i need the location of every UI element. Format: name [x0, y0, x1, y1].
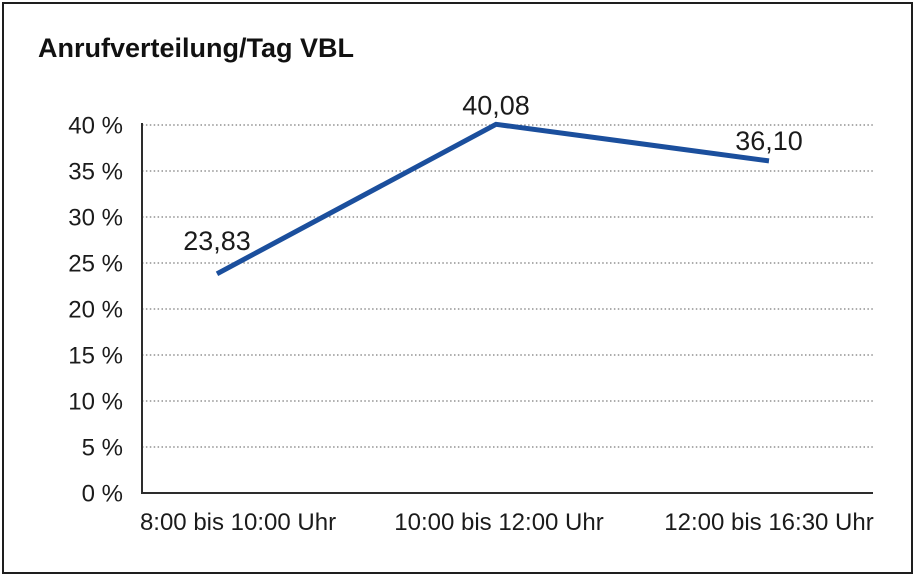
- data-label: 36,10: [735, 126, 803, 156]
- y-tick-label: 15 %: [68, 342, 123, 369]
- data-label: 40,08: [462, 90, 530, 120]
- y-tick-label: 35 %: [68, 158, 123, 185]
- x-category-label: 8:00 bis 10:00 Uhr: [140, 509, 336, 536]
- data-label: 23,83: [183, 226, 251, 256]
- y-tick-label: 25 %: [68, 250, 123, 277]
- chart-title: Anrufverteilung/Tag VBL: [38, 33, 355, 63]
- y-tick-label: 5 %: [82, 434, 123, 461]
- y-tick-label: 10 %: [68, 388, 123, 415]
- x-category-label: 12:00 bis 16:30 Uhr: [664, 509, 873, 536]
- y-tick-label: 20 %: [68, 296, 123, 323]
- y-tick-label: 40 %: [68, 112, 123, 139]
- y-tick-label: 30 %: [68, 204, 123, 231]
- y-tick-label: 0 %: [82, 480, 123, 507]
- x-category-label: 10:00 bis 12:00 Uhr: [394, 509, 603, 536]
- data-line: [215, 121, 770, 277]
